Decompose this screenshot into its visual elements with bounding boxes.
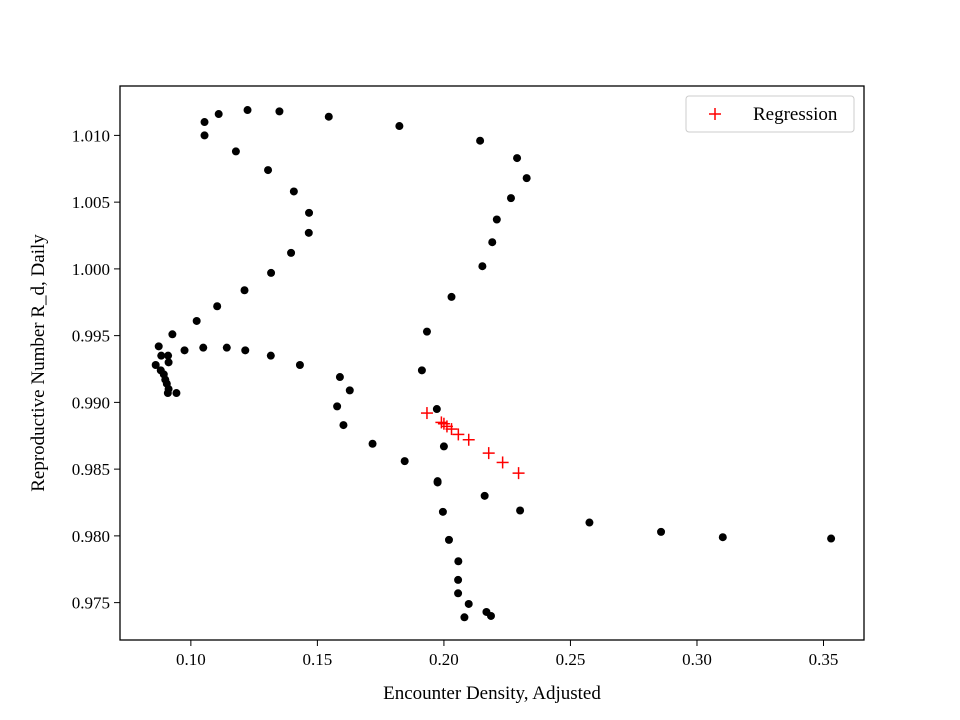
data-point (657, 527, 666, 536)
regression-point (452, 428, 465, 441)
x-tick-label: 0.20 (429, 650, 459, 669)
data-point (151, 361, 160, 370)
data-point (168, 330, 177, 339)
legend-box (685, 95, 855, 133)
data-point (422, 327, 431, 336)
data-point (154, 342, 163, 351)
data-point (305, 208, 314, 217)
regression-point (512, 467, 525, 480)
x-tick-label: 0.25 (556, 650, 586, 669)
data-point (486, 611, 495, 620)
data-point (444, 535, 453, 544)
y-tick-label: 1.010 (72, 126, 110, 145)
x-axis-ticks: 0.10 0.15 0.20 0.25 0.30 0.35 (176, 640, 838, 669)
data-point (585, 518, 594, 527)
y-axis-label: Reproductive Number R_d, Daily (28, 234, 49, 492)
data-point (718, 533, 727, 542)
data-point (476, 136, 485, 145)
x-tick-label: 0.15 (303, 650, 333, 669)
y-tick-label: 1.000 (72, 260, 110, 279)
regression-point (482, 447, 495, 460)
data-point (266, 351, 275, 360)
data-point (180, 346, 189, 355)
data-point (439, 442, 448, 451)
data-point (289, 187, 298, 196)
plot-frame (119, 85, 865, 641)
data-point (827, 534, 836, 543)
data-point (447, 292, 456, 301)
data-point (454, 557, 463, 566)
data-point (432, 405, 441, 414)
data-point (213, 302, 222, 311)
data-point (454, 575, 463, 584)
data-points (151, 106, 836, 622)
legend-marker-plus (709, 108, 721, 120)
x-tick-label: 0.30 (682, 650, 712, 669)
data-point (395, 122, 404, 131)
data-point (163, 389, 172, 398)
data-point (513, 154, 522, 163)
data-point (506, 194, 515, 203)
data-point (480, 491, 489, 500)
data-point (335, 373, 344, 382)
data-point (200, 131, 209, 140)
data-point (240, 286, 249, 295)
legend-label-regression: Regression (753, 104, 838, 125)
data-point (460, 613, 469, 622)
data-point (222, 343, 231, 352)
data-point (241, 346, 250, 355)
data-point (275, 107, 284, 116)
data-point (304, 228, 313, 237)
data-point (172, 389, 181, 398)
y-tick-label: 0.985 (72, 460, 110, 479)
data-point (164, 351, 173, 360)
data-point (324, 112, 333, 121)
data-point (287, 248, 296, 257)
data-point (339, 421, 348, 430)
data-point (192, 316, 201, 325)
data-point (454, 589, 463, 598)
data-point (267, 268, 276, 277)
data-point (295, 361, 304, 370)
data-point (492, 215, 501, 224)
data-point (522, 174, 531, 183)
regression-point (420, 407, 433, 420)
legend: Regression (685, 95, 855, 133)
data-point (516, 506, 525, 515)
data-point (400, 457, 409, 466)
data-point (464, 599, 473, 608)
regression-point (462, 433, 475, 446)
y-tick-label: 0.980 (72, 527, 110, 546)
data-point (438, 507, 447, 516)
data-point (478, 262, 487, 271)
x-tick-label: 0.35 (809, 650, 839, 669)
data-point (200, 118, 209, 127)
regression-point (496, 456, 509, 469)
y-tick-label: 0.975 (72, 594, 110, 613)
data-point (488, 238, 497, 247)
y-tick-label: 0.990 (72, 393, 110, 412)
data-point (157, 351, 166, 360)
regression-point (445, 423, 458, 436)
data-point (417, 366, 426, 375)
data-point (199, 343, 208, 352)
x-tick-label: 0.10 (176, 650, 206, 669)
data-point (231, 147, 240, 156)
data-point (164, 358, 173, 367)
y-tick-label: 1.005 (72, 193, 110, 212)
data-point (264, 166, 273, 175)
y-tick-label: 0.995 (72, 327, 110, 346)
data-point (368, 439, 377, 448)
x-axis-label: Encounter Density, Adjusted (383, 683, 601, 704)
data-point (243, 106, 252, 115)
y-axis-ticks: 0.975 0.980 0.985 0.990 0.995 1.000 1.005 1.010 (72, 126, 120, 613)
data-point (345, 386, 354, 395)
regression-point (437, 417, 450, 430)
data-point (214, 110, 223, 119)
data-point (333, 402, 342, 411)
data-point (433, 478, 442, 487)
